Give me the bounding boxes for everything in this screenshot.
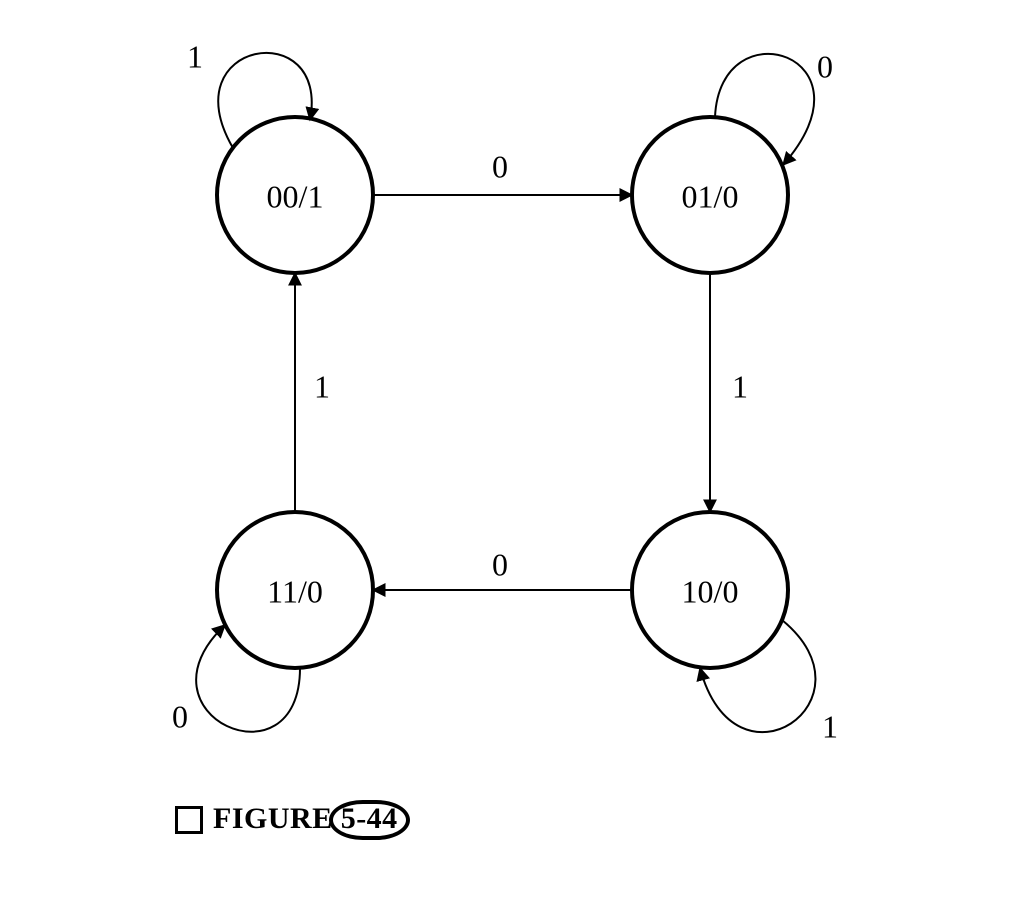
loop-11 — [196, 625, 300, 732]
caption-bullet-icon — [175, 806, 203, 834]
state-node-01: 01/0 — [632, 117, 788, 273]
state-node-11: 11/0 — [217, 512, 373, 668]
figure-caption: FIGURE5-44 — [175, 800, 410, 840]
state-diagram: 0 1 0 1 1 0 1 0 00/1 01/0 10/0 11/0 — [0, 0, 1024, 898]
edge-label-10-11: 0 — [492, 546, 508, 582]
loop-01 — [715, 54, 814, 165]
edge-label-00-01: 0 — [492, 148, 508, 184]
state-label-00: 00/1 — [267, 178, 324, 214]
loop-label-10: 1 — [822, 708, 838, 744]
edge-label-01-10: 1 — [732, 368, 748, 404]
state-label-10: 10/0 — [682, 573, 739, 609]
state-label-11: 11/0 — [267, 573, 323, 609]
state-node-10: 10/0 — [632, 512, 788, 668]
loop-label-00: 1 — [187, 38, 203, 74]
caption-number-circled: 5-44 — [329, 800, 410, 840]
loop-label-11: 0 — [172, 698, 188, 734]
state-node-00: 00/1 — [217, 117, 373, 273]
loop-00 — [218, 53, 312, 148]
loop-10 — [700, 620, 815, 732]
caption-text: FIGURE5-44 — [213, 800, 410, 840]
caption-prefix: FIGURE — [213, 802, 333, 835]
loop-label-01: 0 — [817, 48, 833, 84]
state-label-01: 01/0 — [682, 178, 739, 214]
edge-label-11-00: 1 — [314, 368, 330, 404]
